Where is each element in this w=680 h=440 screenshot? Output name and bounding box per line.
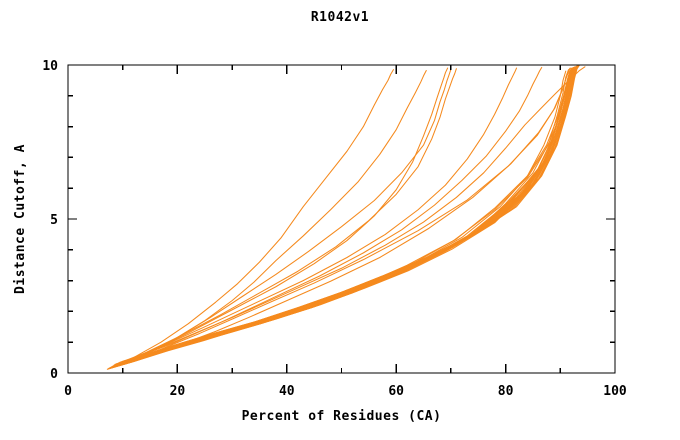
data-curve	[133, 65, 580, 359]
data-curve	[106, 68, 571, 370]
data-curve	[110, 70, 427, 368]
y-tick-label-0: 0	[50, 367, 58, 382]
data-curve	[108, 69, 394, 369]
data-curve	[111, 68, 573, 368]
data-curve	[116, 67, 518, 365]
data-curve	[127, 66, 586, 361]
data-curve	[130, 65, 580, 360]
data-curve	[113, 66, 575, 366]
y-axis-title: Distance Cutoff, A	[13, 144, 28, 294]
data-curve	[115, 66, 576, 365]
data-curve	[118, 66, 577, 364]
data-curve	[124, 65, 579, 362]
data-curve	[110, 69, 572, 368]
data-curve	[107, 70, 572, 370]
plot-frame	[67, 64, 616, 374]
data-curve	[111, 68, 573, 368]
y-tick-label-5: 5	[50, 213, 58, 228]
data-curve	[109, 70, 571, 369]
x-tick-label-20: 20	[170, 384, 186, 399]
data-curve	[116, 66, 576, 365]
x-tick-label-100: 100	[603, 384, 627, 399]
data-curve	[113, 66, 574, 366]
data-curve	[112, 67, 573, 367]
data-curve	[111, 67, 572, 368]
data-curve	[117, 66, 577, 364]
data-curve	[121, 65, 578, 363]
data-curve	[107, 71, 571, 370]
data-curve	[122, 65, 578, 362]
x-tick-label-0: 0	[64, 384, 72, 399]
y-tick-label-10: 10	[42, 59, 58, 74]
x-tick-label-60: 60	[388, 384, 404, 399]
x-axis-title: Percent of Residues (CA)	[242, 409, 442, 424]
data-curve	[127, 65, 579, 361]
data-curve	[112, 67, 574, 367]
data-curve	[116, 66, 576, 365]
x-tick-label-80: 80	[498, 384, 514, 399]
page-title: R1042v1	[310, 10, 370, 25]
data-curve	[114, 66, 576, 365]
data-curve	[110, 69, 570, 368]
data-curve	[108, 67, 571, 369]
x-tick-label-40: 40	[279, 384, 295, 399]
data-curve	[112, 67, 449, 367]
data-curve	[111, 68, 452, 368]
data-curve	[122, 66, 543, 363]
data-curve	[119, 65, 578, 363]
data-curve	[109, 70, 571, 369]
data-curve	[115, 66, 575, 366]
data-curve	[109, 68, 457, 369]
